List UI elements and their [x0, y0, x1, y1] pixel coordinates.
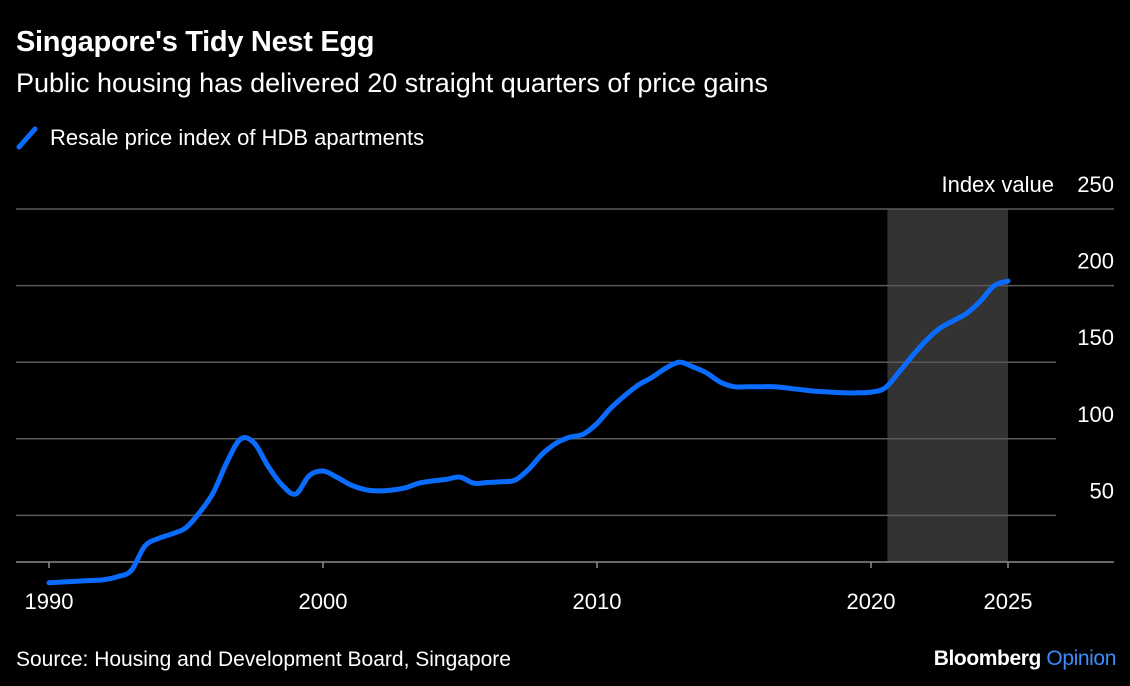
legend: Resale price index of HDB apartments [16, 125, 424, 151]
legend-label: Resale price index of HDB apartments [50, 125, 425, 150]
y-tick-label-200: 200 [1077, 249, 1114, 274]
y-tick-label-150: 150 [1077, 325, 1114, 350]
chart-title: Singapore's Tidy Nest Egg [16, 26, 375, 58]
brand-logo: Bloomberg Opinion [933, 647, 1117, 671]
x-tick-label-2025: 2025 [984, 589, 1033, 614]
series-line-0 [46, 278, 1011, 586]
brand-suffix: Opinion [1046, 647, 1116, 670]
y-tick-label-100: 100 [1077, 402, 1114, 427]
legend-line-icon [16, 126, 38, 150]
x-tick-label-2000: 2000 [299, 589, 348, 614]
x-tick-label-2010: 2010 [573, 589, 622, 614]
x-tick-label-1990: 1990 [25, 589, 74, 614]
shaded-region [887, 209, 1008, 562]
y-tick-label-250: 250 [1077, 172, 1114, 197]
y-tick-label-50: 50 [1090, 478, 1114, 503]
x-tick-label-2020: 2020 [847, 589, 896, 614]
chart-subtitle: Public housing has delivered 20 straight… [16, 68, 768, 98]
source-note: Source: Housing and Development Board, S… [16, 648, 511, 671]
brand-name: Bloomberg [933, 647, 1042, 670]
y-axis-label: Index value [941, 172, 1054, 197]
